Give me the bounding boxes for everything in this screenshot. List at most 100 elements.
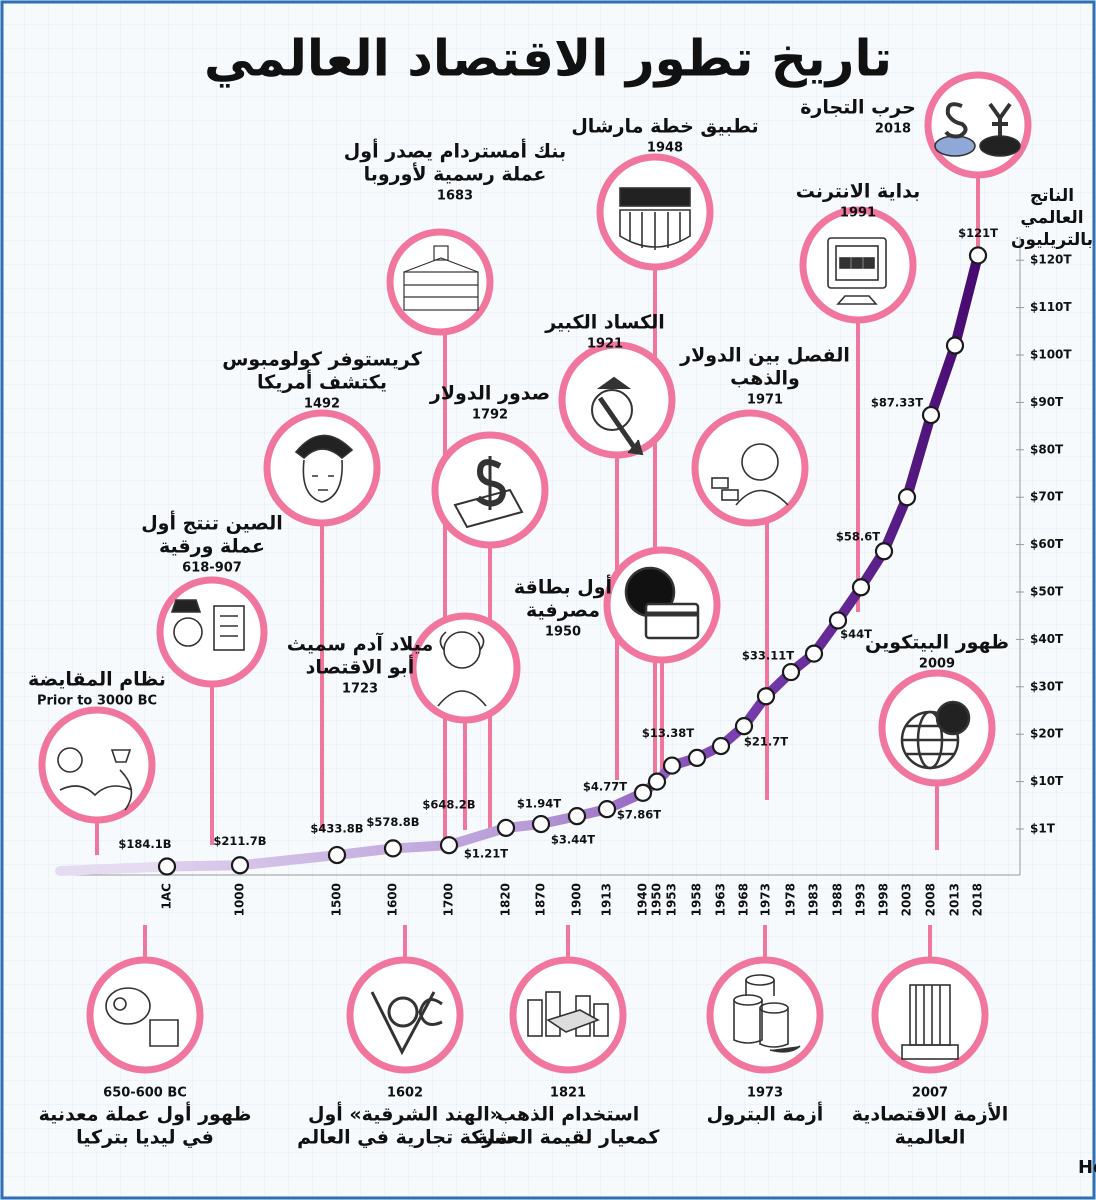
data-point [439,836,459,855]
annotation-title: تطبيق خطة مارشال [571,116,758,138]
icon-barrels [733,974,801,1053]
icon-barter [57,747,133,811]
icon-china [170,599,245,651]
annotation-title: مصرفية [526,600,600,622]
data-point [851,578,871,597]
x-tick-label: 1953 [665,883,679,916]
line-tail [55,861,172,876]
icon-nixon [711,443,789,506]
annotation-title: ظهور البيتكوين [865,632,1009,654]
annotation-title: عملة ورقية [159,536,265,558]
annotation-year: 2018 [875,122,911,137]
data-label: $1.21T [464,846,508,860]
data-point [804,644,824,663]
icon-building [901,984,959,1060]
annotation-year: 1921 [587,337,623,352]
annotation-title: والذهب [730,368,800,390]
annotation-year: 1973 [747,1086,783,1101]
x-tick-label: 1978 [784,883,798,916]
icon-trade-war [934,102,1021,157]
annotation-ring [691,409,809,527]
annotation-title: يكتشف أمريكا [257,370,387,394]
annotation-ring [156,576,268,688]
data-point [597,800,617,819]
data-point [496,818,516,837]
annotation-title: الصين تنتج أول [141,511,283,535]
x-tick-label: 1700 [442,883,456,916]
data-point [756,687,776,706]
data-label: $433.8B [310,822,363,836]
data-label: $21.7T [744,735,788,749]
annotation-ring [346,956,464,1074]
y-tick-label: $80T [1030,442,1064,456]
annotation-title: بنك أمستردام يصدر أول [344,139,566,163]
x-tick-label: 1968 [737,883,751,916]
annotation-year: 1683 [437,189,473,204]
x-tick-label: 1973 [759,883,773,916]
data-label: $184.1B [118,837,171,851]
y-tick-label: $120T [1030,253,1072,267]
annotation-title: عملة رسمية لأوروبا [364,163,547,186]
y-tick-label: $100T [1030,348,1072,362]
annotation-title: حرب التجارة [800,97,916,119]
icon-internet [827,237,887,305]
data-point [874,542,894,561]
y-tick-label: $110T [1030,300,1072,314]
data-label: $44T [840,627,872,641]
icon-depression [591,376,644,456]
annotation-year: 618-907 [182,561,242,576]
y-tick-label: $20T [1030,727,1064,741]
y-tick-label: $60T [1030,537,1064,551]
y-tick-label: $10T [1030,774,1064,788]
data-label: $4.77T [583,780,627,794]
annotation-title: أبو الاقتصاد [306,655,415,679]
data-label: $1.94T [517,797,561,811]
data-point [921,405,941,425]
annotation-year: 1950 [545,625,581,640]
x-tick-label: 1963 [714,883,728,916]
y-axis-title: الناتج [1030,186,1074,206]
annotation-title: في ليديا بتركيا [76,1127,214,1149]
y-tick-label: $30T [1030,679,1064,693]
annotation-title: كريستوفر كولومبوس [222,349,422,371]
annotation-title: صدور الدولار [429,383,550,405]
annotation-ring [263,409,381,527]
data-point [828,611,848,630]
data-point [781,662,801,682]
icon-lydia [105,987,179,1047]
x-tick-label: 1913 [600,883,614,916]
y-axis-title: بالتريليون [1011,230,1093,250]
y-tick-label: $70T [1030,490,1064,504]
data-point [897,488,917,507]
x-tick-label: 2008 [924,883,938,916]
data-point [230,856,250,875]
annotation-year: 1971 [747,393,783,408]
data-point [734,717,754,736]
x-tick-label: 1000 [233,883,247,916]
annotation-year: Prior to 3000 BC [37,694,157,709]
data-label: $13.38T [642,726,694,740]
annotation-ring [38,706,156,824]
annotation-ring [878,669,996,787]
x-tick-label: 2003 [900,883,914,916]
y-axis-title: العالمي [1020,208,1083,228]
annotation-ring [706,956,824,1074]
x-tick-label: 1500 [330,883,344,916]
icon-card [624,566,700,640]
data-label: $648.2B [422,798,475,812]
annotation-title: الأزمة الاقتصادية [852,1103,1009,1126]
annotation-ring [386,228,494,336]
annotation-year: 2009 [919,657,955,672]
data-label: $3.44T [551,833,595,847]
x-tick-label: 1983 [807,883,821,916]
data-label: $87.33T [871,396,923,410]
y-tick-label: $50T [1030,585,1064,599]
annotation-title: كمعيار لقيمة العملة [477,1127,661,1149]
annotation-ring [558,341,676,459]
data-point [383,839,403,858]
icon-voc [370,991,443,1056]
annotation-title: الكساد الكبير [544,312,665,334]
annotation-title: «الهند الشرقية» أول [308,1102,502,1126]
